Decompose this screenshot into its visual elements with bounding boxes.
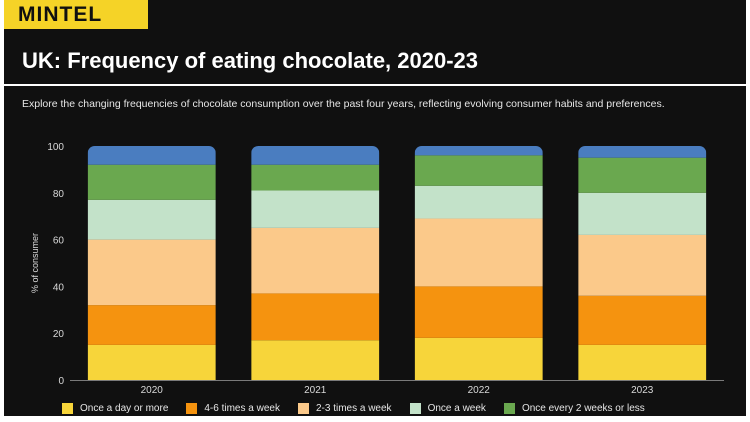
legend-swatch (186, 402, 198, 414)
x-tick-label: 2021 (304, 385, 327, 396)
legend-label: Once a week (427, 402, 486, 414)
legend-swatch (62, 402, 73, 414)
y-tick-label: 0 (58, 376, 64, 387)
legend-label: Once a day or more (80, 402, 169, 414)
y-tick-label: 60 (53, 236, 65, 247)
bar-segment (251, 293, 380, 341)
chart-subtitle: Explore the changing frequencies of choc… (22, 98, 665, 110)
bar-stack (578, 146, 707, 380)
bar-stack (251, 146, 380, 380)
bar-segment (578, 234, 707, 296)
legend-swatch (503, 402, 515, 414)
legend-swatch (297, 402, 309, 414)
legend-item: Once every 2 weeks or less (503, 402, 645, 414)
y-axis-label: % of consumer (30, 233, 40, 293)
brand-badge: MINTEL (4, 0, 148, 29)
bar-segment (578, 295, 707, 345)
bar-segment (251, 227, 380, 294)
legend-item: Once a day or more (62, 402, 169, 414)
bar-segment (251, 340, 380, 380)
y-tick-label: 40 (53, 282, 65, 293)
bar-segment (578, 146, 707, 158)
bar-segment (87, 146, 216, 165)
brand-logo: MINTEL (18, 3, 103, 26)
legend-item: Once a week (409, 402, 486, 414)
y-tick-label: 100 (47, 142, 64, 153)
legend-label: 4-6 times a week (204, 402, 280, 414)
bar-segment (414, 185, 543, 219)
bar-segment (87, 164, 216, 200)
bar-segment (414, 337, 543, 380)
bar-segment (578, 157, 707, 193)
x-tick-label: 2022 (468, 385, 491, 396)
bar-segment (251, 146, 380, 165)
legend-item: 2-3 times a week (297, 402, 392, 414)
y-tick-label: 20 (53, 329, 65, 340)
x-tick-label: 2020 (141, 385, 164, 396)
bar-segment (251, 164, 380, 191)
bar-stack (414, 146, 543, 380)
bar-segment (251, 190, 380, 228)
legend-item: 4-6 times a week (186, 402, 280, 414)
bar-stack (87, 146, 216, 380)
legend-label: Once every 2 weeks or less (521, 402, 645, 414)
bar-segment (87, 305, 216, 345)
bar-segment (578, 192, 707, 235)
bar-segment (414, 155, 543, 186)
legend-swatch (409, 402, 421, 414)
x-tick-label: 2023 (631, 385, 654, 396)
bar-segment (414, 146, 543, 156)
stacked-bar-chart: 0 20 40 60 80 100 % of consumer 2020 2021 2022 202… (30, 142, 724, 396)
bar-segment (414, 218, 543, 287)
bar-segment (414, 286, 543, 338)
bar-segment (578, 344, 707, 380)
chart-legend: Once a day or more 4-6 times a week 2-3 ti… (62, 400, 663, 416)
chart-frame: MINTEL UK: Frequency of eating chocolate… (4, 0, 746, 416)
y-tick-label: 80 (53, 189, 65, 200)
bar-segment (87, 344, 216, 380)
legend-label: 2-3 times a week (315, 402, 392, 414)
title-divider (4, 84, 746, 86)
bar-segment (87, 199, 216, 240)
chart-title: UK: Frequency of eating chocolate, 2020-… (22, 48, 479, 73)
bar-segment (87, 239, 216, 306)
